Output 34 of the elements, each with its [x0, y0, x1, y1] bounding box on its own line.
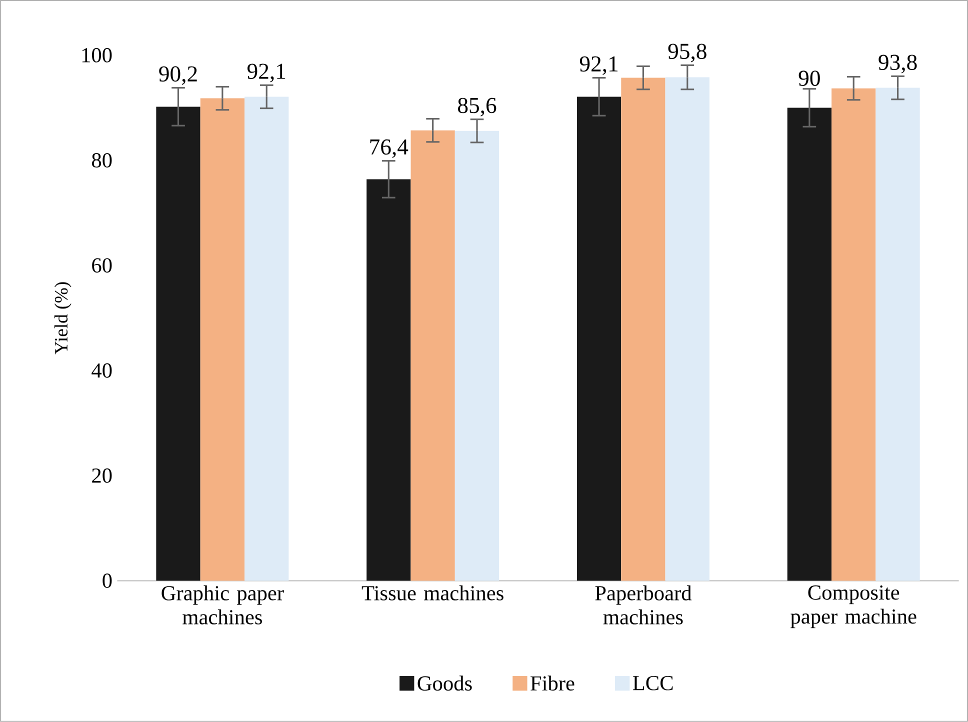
bar	[244, 96, 289, 581]
legend-label: LCC	[632, 676, 673, 690]
data-label: 92,1	[248, 64, 286, 82]
bar	[621, 78, 666, 581]
bar	[576, 96, 622, 581]
y-tick-label: 20	[92, 468, 112, 483]
bar	[156, 106, 200, 581]
bar	[832, 88, 876, 581]
y-axis-title: Yield (%)	[54, 282, 72, 354]
data-label: 90	[798, 70, 820, 86]
y-tick-label: 0	[102, 574, 112, 588]
bar	[200, 98, 244, 581]
y-tick-label: 40	[92, 363, 112, 378]
data-label: 76,4	[370, 139, 408, 158]
bar	[366, 179, 411, 581]
legend-label: Goods	[418, 676, 472, 691]
y-tick-label: 60	[92, 258, 112, 273]
bar	[410, 130, 455, 581]
x-tick-label: Paperboard machines	[595, 585, 692, 624]
bar	[665, 77, 710, 581]
y-tick-label: 100	[82, 48, 112, 62]
data-label: 93,8	[878, 54, 917, 74]
bar	[454, 130, 500, 581]
x-tick-label: Tissue machines	[362, 585, 504, 600]
bar	[876, 88, 920, 581]
legend-label: Fibre	[530, 676, 574, 691]
data-label: 92,1	[580, 56, 618, 75]
x-tick-label: Composite paper machine	[790, 585, 916, 628]
x-tick-label: Graphic paper machines	[162, 585, 284, 624]
data-label: 90,2	[159, 66, 197, 85]
y-tick-label: 80	[92, 153, 112, 168]
data-label: 95,8	[668, 44, 706, 62]
bar	[787, 108, 832, 581]
data-label: 85,6	[458, 98, 496, 116]
